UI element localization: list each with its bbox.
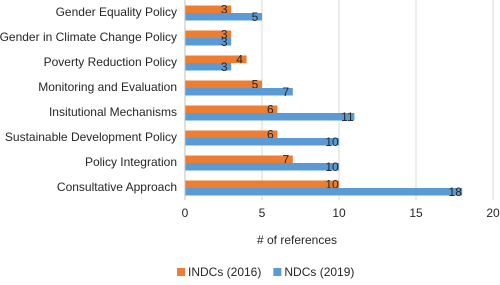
bar <box>185 13 262 21</box>
bar <box>185 80 262 88</box>
bar <box>185 38 232 46</box>
data-label: 3 <box>221 35 228 49</box>
y-tick-label: Insitutional Mechanisms <box>49 105 177 119</box>
x-tick-label: 10 <box>332 206 346 220</box>
y-tick-label: Policy Integration <box>85 155 177 169</box>
bar <box>185 5 232 13</box>
data-label: 5 <box>252 10 259 24</box>
bar <box>185 113 355 121</box>
data-label: 5 <box>252 77 259 91</box>
x-tick-label: 15 <box>409 206 423 220</box>
data-label: 4 <box>236 52 243 66</box>
data-label: 7 <box>282 152 289 166</box>
y-tick-label: Sustainable Development Policy <box>5 130 177 144</box>
y-tick-label: Gender in Climate Change Policy <box>0 30 177 44</box>
legend-swatch <box>177 268 185 276</box>
bar <box>185 88 293 96</box>
legend-label: INDCs (2016) <box>188 265 261 279</box>
data-label: 18 <box>449 185 463 199</box>
bar <box>185 30 232 38</box>
data-label: 3 <box>221 2 228 16</box>
x-tick-label: 5 <box>259 206 266 220</box>
data-label: 10 <box>325 135 339 149</box>
y-tick-label: Monitoring and Evaluation <box>38 80 177 94</box>
data-label: 11 <box>341 110 354 124</box>
bar <box>185 188 463 196</box>
legend-label: NDCs (2019) <box>284 265 354 279</box>
y-tick-label: Gender Equality Policy <box>56 5 177 19</box>
bar <box>185 63 232 71</box>
bar <box>185 138 339 146</box>
x-tick-label: 0 <box>182 206 189 220</box>
data-label: 10 <box>325 177 339 191</box>
legend-swatch <box>273 268 282 276</box>
bar <box>185 55 247 63</box>
data-label: 6 <box>267 127 274 141</box>
data-label: 3 <box>221 27 228 41</box>
bar <box>185 155 293 163</box>
y-tick-label: Poverty Reduction Policy <box>44 55 177 69</box>
bar <box>185 130 278 138</box>
bar <box>185 163 339 171</box>
data-label: 10 <box>325 160 339 174</box>
x-tick-label: 20 <box>486 206 500 220</box>
data-label: 7 <box>282 85 289 99</box>
bar <box>185 180 339 188</box>
y-tick-label: Consultative Approach <box>57 180 177 194</box>
data-label: 6 <box>267 102 274 116</box>
data-label: 3 <box>221 60 228 74</box>
bar <box>185 105 278 113</box>
x-axis-label: # of references <box>257 233 337 247</box>
